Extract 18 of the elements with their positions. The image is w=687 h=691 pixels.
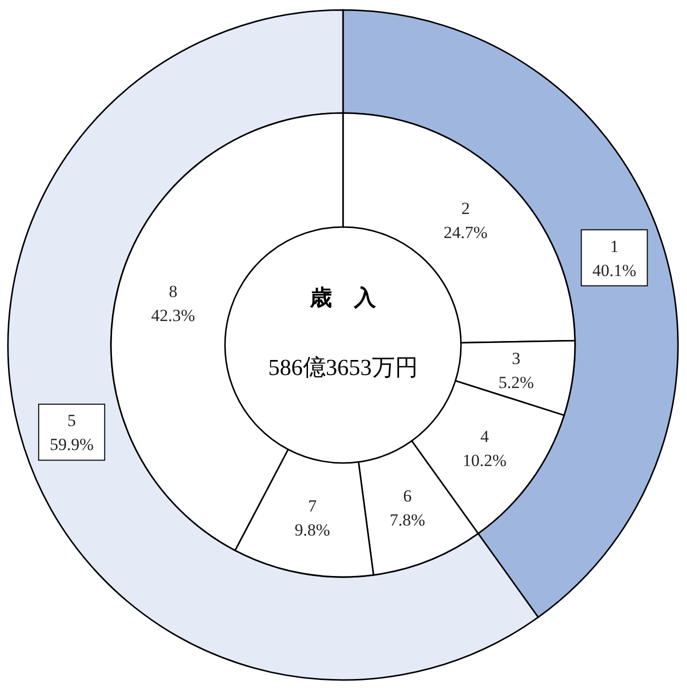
slice-label: 5 <box>67 411 76 430</box>
slice-label: 1 <box>610 236 619 256</box>
data-label: 42.3% <box>151 306 196 326</box>
data-label: 40.1% <box>592 260 636 280</box>
text: 586億3653万円 <box>268 355 418 380</box>
slice-label: 7 <box>308 496 318 516</box>
data-label: 5.2% <box>498 373 534 392</box>
slice-label: 8 <box>168 282 178 302</box>
slice-label: 3 <box>512 349 520 368</box>
data-label: 59.9% <box>50 435 94 454</box>
data-label: 10.2% <box>462 450 507 470</box>
data-label: 24.7% <box>444 223 488 242</box>
slice-label: 4 <box>480 426 490 446</box>
slice-label: 6 <box>403 486 412 506</box>
data-label: 9.8% <box>294 520 330 540</box>
text: 歳 入 <box>309 286 377 311</box>
slice-label: 2 <box>461 199 470 218</box>
data-label: 7.8% <box>390 510 426 530</box>
